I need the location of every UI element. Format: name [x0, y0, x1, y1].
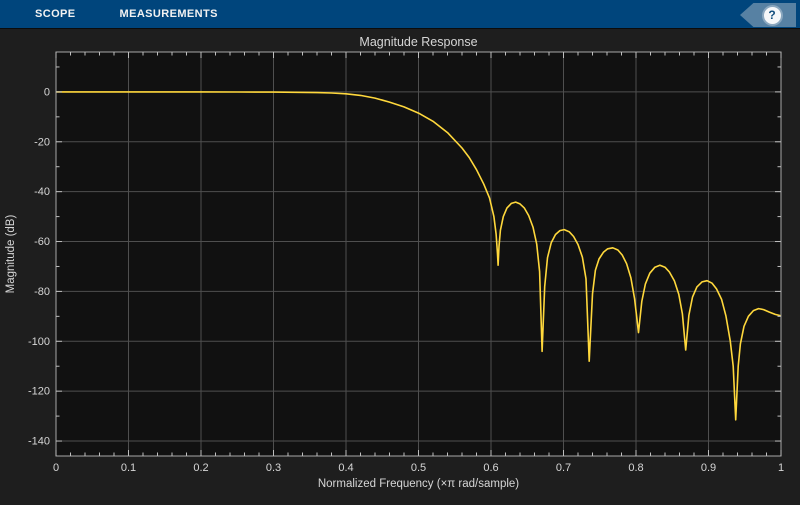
tab-scope[interactable]: SCOPE	[35, 8, 76, 20]
x-axis-label: Normalized Frequency (×π rad/sample)	[318, 478, 519, 490]
x-tick-label: 0.7	[556, 462, 571, 474]
y-tick-label: -60	[34, 236, 50, 248]
x-tick-label: 0.6	[483, 462, 498, 474]
x-tick-label: 0	[53, 462, 59, 474]
x-tick-label: 0.3	[266, 462, 281, 474]
chart-svg: 0 0.1 0.2 0.3 0.4 0.5 0.6 0.7 0.8 0.9 1 0 -20 -40 -60 -…	[5, 35, 784, 490]
chart-title: Magnitude Response	[359, 35, 477, 49]
magnitude-response-chart: 0 0.1 0.2 0.3 0.4 0.5 0.6 0.7 0.8 0.9 1 0 -20 -40 -60 -…	[0, 29, 800, 500]
y-tick-label: 0	[44, 86, 50, 98]
x-tick-label: 1	[778, 462, 784, 474]
y-tick-label: -100	[28, 336, 50, 348]
y-tick-label: -140	[28, 436, 50, 448]
tab-measurements[interactable]: MEASUREMENTS	[119, 8, 218, 20]
x-tick-label: 0.4	[338, 462, 353, 474]
x-tick-label: 0.8	[628, 462, 643, 474]
x-tick-label: 0.5	[411, 462, 426, 474]
x-tick-label: 0.1	[121, 462, 136, 474]
y-tick-label: -120	[28, 386, 50, 398]
y-tick-label: -20	[34, 136, 50, 148]
x-tick-label: 0.2	[193, 462, 208, 474]
x-tick-label: 0.9	[701, 462, 716, 474]
help-icon: ?	[761, 4, 783, 26]
y-axis-label: Magnitude (dB)	[5, 215, 17, 294]
help-button[interactable]: ?	[740, 3, 796, 27]
y-tick-label: -80	[34, 286, 50, 298]
magnitude-response-line	[56, 91, 781, 421]
scope-toolbar: SCOPE MEASUREMENTS ?	[0, 0, 800, 29]
y-tick-label: -40	[34, 186, 50, 198]
